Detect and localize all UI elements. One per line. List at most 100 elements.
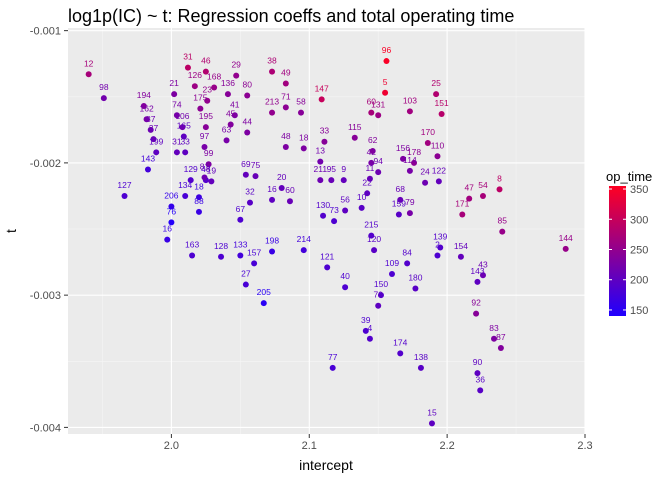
point-label: 81 (200, 161, 210, 171)
data-point (144, 166, 151, 173)
point-label: 154 (454, 241, 468, 251)
point-label: 94 (373, 156, 383, 166)
point-label: 180 (408, 273, 422, 283)
y-axis-title: t (3, 229, 19, 233)
point-label: 40 (340, 271, 350, 281)
point-label: 49 (281, 68, 291, 78)
data-point (562, 245, 569, 252)
point-label: 129 (184, 164, 198, 174)
legend-colorbar (609, 186, 626, 316)
point-label: 199 (149, 136, 163, 146)
data-point (317, 177, 324, 184)
point-label: 88 (194, 196, 204, 206)
data-point (342, 207, 349, 214)
point-label: 194 (137, 90, 151, 100)
point-label: 98 (99, 82, 109, 92)
data-point (168, 219, 175, 226)
y-tick-label: -0.002 (30, 158, 61, 170)
point-label: 87 (146, 114, 156, 124)
chart-title: log1p(IC) ~ t: Regression coeffs and tot… (68, 6, 514, 26)
data-point (211, 84, 218, 91)
data-point (411, 159, 418, 166)
point-label: 25 (431, 78, 441, 88)
point-label: 143 (470, 266, 484, 276)
data-point (269, 68, 276, 75)
point-label: 162 (139, 103, 153, 113)
point-label: 74 (172, 99, 182, 109)
data-point (375, 302, 382, 309)
x-axis-title: intercept (299, 457, 353, 473)
x-axis: 2.0 2.1 2.2 2.3 (164, 434, 593, 452)
point-label: 21 (169, 78, 179, 88)
point-label: 215 (364, 220, 378, 230)
point-label: 174 (393, 337, 407, 347)
data-point (153, 149, 160, 156)
data-point (369, 147, 376, 154)
point-label: 37 (149, 123, 159, 133)
data-point (428, 420, 435, 427)
point-label: 170 (421, 127, 435, 137)
data-point (479, 192, 486, 199)
point-label: 31 (183, 52, 193, 62)
data-point (191, 83, 198, 90)
data-point (195, 194, 202, 201)
data-point (231, 112, 238, 119)
point-label: 76 (167, 206, 177, 216)
point-label: 92 (471, 298, 481, 308)
point-label: 33 (180, 136, 190, 146)
x-tick-label: 2.1 (302, 440, 317, 452)
point-label: 39 (361, 315, 371, 325)
point-label: 60 (367, 97, 377, 107)
plot-panel (68, 28, 585, 434)
point-label: 121 (320, 251, 334, 261)
data-point (434, 252, 441, 259)
data-point (366, 175, 373, 182)
data-point (251, 260, 258, 267)
data-point (252, 173, 259, 180)
point-label: 41 (230, 99, 240, 109)
point-label: 47 (464, 183, 474, 193)
data-point (321, 138, 328, 145)
data-point (412, 285, 419, 292)
legend-title: op_time (606, 169, 652, 184)
point-label: 58 (296, 97, 306, 107)
data-point (201, 144, 208, 151)
point-labels: 1298194162873719914312720676162174106165… (84, 45, 573, 417)
point-label: 195 (199, 111, 213, 121)
data-point (269, 109, 276, 116)
point-label: 95 (327, 164, 337, 174)
data-point (364, 190, 371, 197)
data-point (269, 196, 276, 203)
point-label: 63 (222, 124, 232, 134)
data-point (244, 92, 251, 99)
point-label: 2 (435, 239, 440, 249)
data-point (208, 178, 215, 185)
data-point (479, 272, 486, 279)
point-label: 12 (84, 58, 94, 68)
point-label: 110 (431, 140, 445, 150)
point-label: 62 (368, 135, 378, 145)
point-label: 44 (242, 116, 252, 126)
point-label: 83 (489, 323, 499, 333)
data-point (397, 350, 404, 357)
point-label: 128 (214, 241, 228, 251)
data-point (187, 177, 194, 184)
legend-tick-label: 150 (630, 305, 648, 317)
data-point (377, 292, 384, 299)
point-label: 143 (141, 154, 155, 164)
point-label: 70 (373, 290, 383, 300)
data-point (433, 91, 440, 98)
point-label: 80 (242, 79, 252, 89)
data-point (223, 137, 230, 144)
point-label: 205 (257, 287, 271, 297)
point-label: 168 (207, 72, 221, 82)
point-label: 18 (194, 181, 204, 191)
legend-tick-label: 200 (630, 275, 648, 287)
point-label: 29 (231, 60, 241, 70)
data-point (318, 96, 325, 103)
grid-lines (68, 28, 586, 434)
data-point (164, 236, 171, 243)
point-label: 71 (281, 91, 291, 101)
point-label: 130 (316, 200, 330, 210)
data-point (477, 387, 484, 394)
